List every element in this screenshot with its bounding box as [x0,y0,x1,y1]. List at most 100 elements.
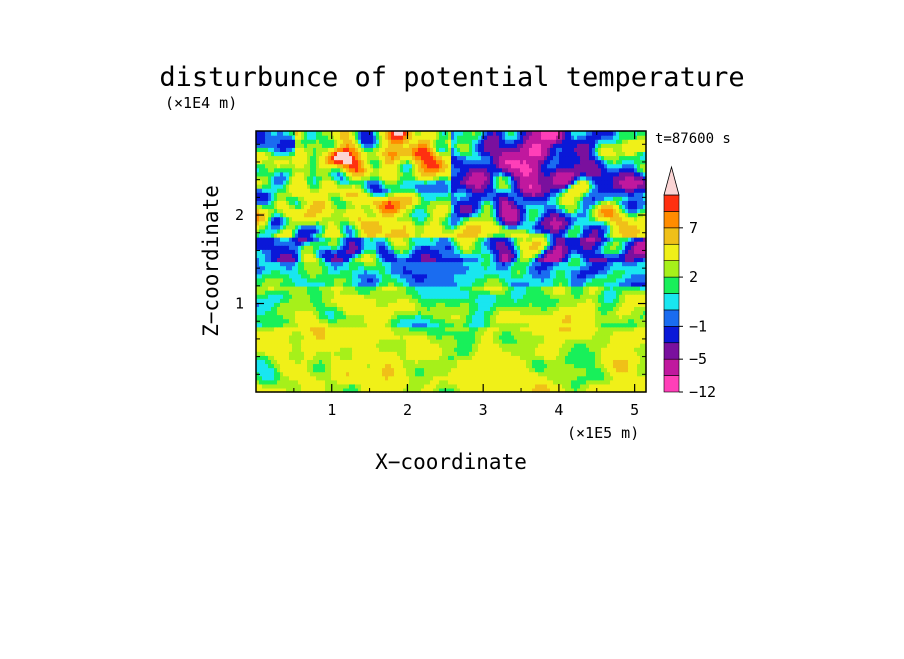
field-cell [406,306,410,312]
field-cell [481,326,485,332]
field-cell [325,387,329,393]
field-cell [640,371,644,377]
field-cell [451,334,455,340]
field-cell [580,298,584,303]
field-cell [307,253,311,259]
field-cell [574,298,578,303]
field-cell [520,245,524,250]
field-cell [478,245,482,250]
field-cell [547,363,551,369]
field-cell [607,285,611,291]
field-cell [511,363,515,369]
field-cell [325,249,329,254]
field-cell [352,383,356,389]
field-cell [625,359,629,365]
field-cell [280,322,284,328]
field-cell [466,265,470,271]
field-cell [544,306,548,312]
field-cell [568,330,572,336]
field-cell [502,310,506,316]
field-cell [598,298,602,303]
field-cell [556,294,560,299]
field-cell [475,355,479,360]
field-cell [328,387,332,393]
field-cell [445,273,449,279]
field-cell [502,265,506,271]
field-cell [508,314,512,320]
field-cell [532,261,536,267]
field-cell [568,322,572,328]
field-cell [592,322,596,328]
field-cell [271,290,275,295]
field-cell [580,326,584,332]
field-cell [577,387,581,393]
field-cell [289,249,293,254]
field-cell [373,347,377,352]
field-cell [517,383,521,389]
field-cell [352,302,356,307]
field-cell [259,363,263,369]
field-cell [577,310,581,316]
field-cell [556,351,560,356]
field-cell [466,306,470,312]
field-cell [511,326,515,332]
field-cell [556,379,560,385]
field-cell [568,306,572,312]
field-cell [562,281,566,287]
field-cell [475,285,479,291]
field-cell [619,383,623,389]
field-cell [355,290,359,295]
field-cell [571,347,575,352]
field-cell [478,375,482,381]
field-cell [328,249,332,254]
field-cell [475,237,479,242]
field-cell [574,314,578,320]
field-cell [568,371,572,377]
field-cell [502,237,506,242]
field-cell [469,363,473,369]
field-cell [436,302,440,307]
field-cell [535,347,539,352]
field-cell [514,269,518,275]
field-cell [445,290,449,295]
field-cell [307,298,311,303]
field-cell [463,383,467,389]
field-cell [445,387,449,393]
field-cell [340,277,344,283]
field-cell [409,265,413,271]
field-cell [340,318,344,324]
field-cell [508,318,512,324]
field-cell [538,310,542,316]
field-cell [280,347,284,352]
field-cell [370,367,374,373]
field-cell [574,253,578,259]
field-cell [496,302,500,307]
field-cell [316,387,320,393]
field-cell [361,326,365,332]
field-cell [457,387,461,393]
field-cell [472,285,476,291]
field-cell [589,245,593,250]
field-cell [550,387,554,393]
field-cell [457,261,461,267]
field-cell [577,314,581,320]
field-cell [583,347,587,352]
field-cell [601,367,605,373]
field-cell [571,241,575,246]
field-cell [280,265,284,271]
field-cell [637,379,641,385]
field-cell [469,285,473,291]
field-cell [601,363,605,369]
field-cell [586,383,590,389]
field-cell [484,257,488,263]
field-cell [544,322,548,328]
field-cell [508,265,512,271]
field-cell [643,249,647,254]
field-cell [481,253,485,259]
field-cell [574,359,578,365]
field-cell [376,379,380,385]
field-cell [616,330,620,336]
field-cell [604,306,608,312]
field-cell [412,359,416,365]
field-cell [586,237,590,242]
